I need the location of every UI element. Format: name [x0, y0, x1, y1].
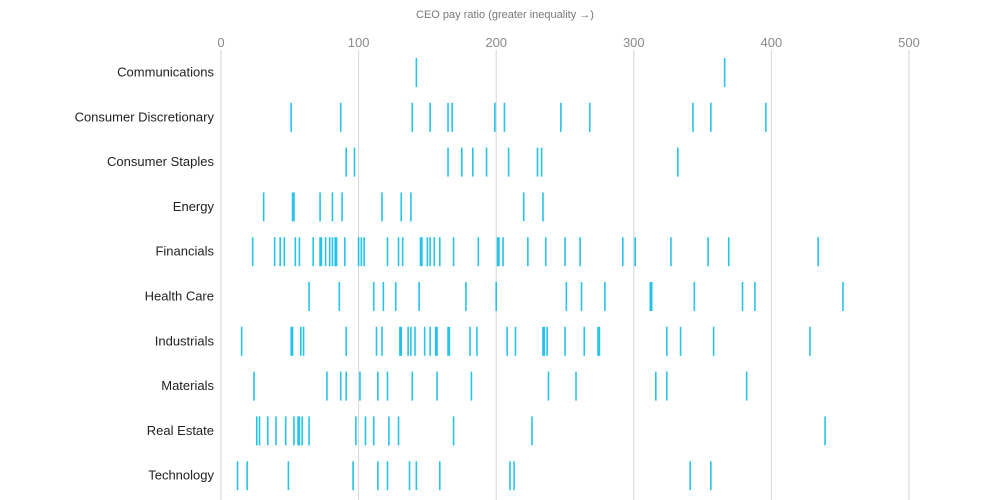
category-label: Consumer Discretionary	[75, 109, 215, 124]
row-real-estate	[255, 416, 826, 446]
row-industrials	[240, 326, 811, 356]
category-labels: Communications Consumer Discretionary Cons…	[75, 65, 215, 483]
x-tick-label: 0	[217, 35, 224, 50]
category-label: Real Estate	[147, 423, 214, 438]
gridlines	[220, 50, 910, 500]
x-tick-label: 500	[898, 35, 920, 50]
row-consumer-staples	[345, 147, 679, 177]
category-label: Industrials	[155, 333, 215, 348]
x-axis-title: CEO pay ratio (greater inequality →)	[416, 9, 594, 21]
row-communications	[415, 58, 726, 87]
x-tick-labels: 0 100 200 300 400 500	[217, 35, 919, 50]
category-label: Communications	[117, 65, 214, 80]
category-label: Technology	[148, 468, 214, 483]
row-technology	[236, 461, 712, 491]
row-energy	[262, 192, 544, 222]
category-label: Consumer Staples	[107, 154, 214, 169]
category-label: Energy	[173, 199, 215, 214]
row-financials	[251, 237, 819, 267]
category-label: Financials	[155, 244, 214, 259]
row-materials	[253, 371, 748, 401]
x-tick-label: 400	[761, 35, 783, 50]
category-label: Health Care	[145, 289, 214, 304]
category-label: Materials	[161, 378, 214, 393]
row-health-care	[308, 282, 844, 311]
x-tick-label: 300	[623, 35, 645, 50]
x-tick-label: 200	[485, 35, 507, 50]
strip-marks	[236, 58, 844, 491]
row-consumer-discretionary	[290, 102, 767, 132]
x-tick-label: 100	[348, 35, 370, 50]
